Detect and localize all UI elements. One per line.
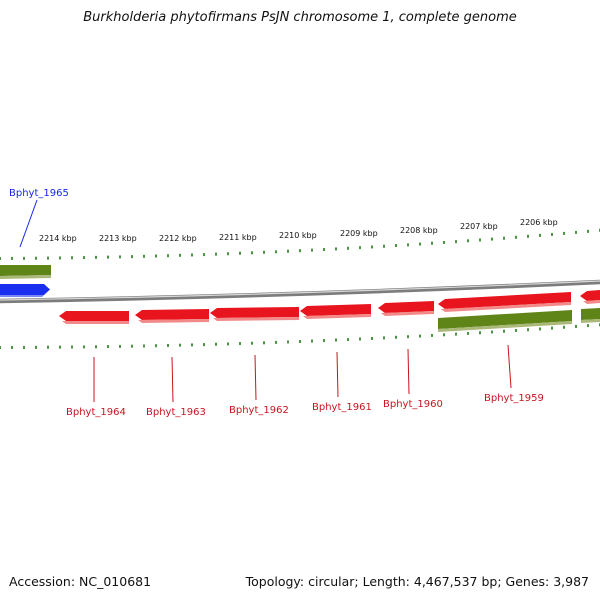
scale-label: 2213 kbp (99, 234, 137, 243)
scale-label: 2209 kbp (340, 229, 378, 238)
scale-ticks-bottom (0, 323, 600, 349)
chromosome-backbone (0, 279, 600, 304)
gene-arrow-bphyt-1963[interactable] (135, 309, 209, 323)
scale-label: 2210 kbp (279, 231, 317, 240)
scale-label: 2214 kbp (39, 234, 77, 243)
gene-arrow-bphyt-1962[interactable] (210, 307, 299, 321)
scale-label: 2211 kbp (219, 233, 257, 242)
gene-label-bphyt-1962[interactable]: Bphyt_1962 (229, 405, 289, 416)
scale-label: 2208 kbp (400, 226, 438, 235)
scale-label: 2206 kbp (520, 218, 558, 227)
gene-label-bphyt-1963[interactable]: Bphyt_1963 (146, 407, 206, 418)
scale-label: 2212 kbp (159, 234, 197, 243)
genome-summary-text: Topology: circular; Length: 4,467,537 bp… (245, 574, 589, 589)
gene-arrow-bphyt-1961[interactable] (300, 304, 371, 319)
feature-right-green[interactable] (438, 308, 600, 332)
gene-label-bphyt-1959[interactable]: Bphyt_1959 (484, 393, 544, 404)
feature-left-green[interactable] (0, 265, 51, 279)
gene-label-bphyt-1964[interactable]: Bphyt_1964 (66, 407, 126, 418)
gene-arrow-bphyt-1965[interactable] (0, 284, 50, 297)
gene-label-bphyt-1961[interactable]: Bphyt_1961 (312, 402, 372, 413)
gene-label-bphyt-1960[interactable]: Bphyt_1960 (383, 399, 443, 410)
scale-ticks-top (0, 228, 600, 260)
map-title: Burkholderia phytofirmans PsJN chromosom… (83, 10, 517, 25)
accession-text: Accession: NC_010681 (9, 574, 152, 589)
gene-arrow-bphyt-1960[interactable] (378, 301, 434, 316)
gene-label-bphyt-1965[interactable]: Bphyt_1965 (9, 188, 69, 199)
gene-arrow-bphyt-1959[interactable] (438, 292, 571, 312)
gene-labels: Bphyt_1965 Bphyt_1964 Bphyt_1963 Bphyt_1… (9, 188, 544, 418)
gene-arrow-partial-right[interactable] (580, 290, 600, 304)
label-leaders (19, 199, 512, 403)
gene-arrow-bphyt-1964[interactable] (59, 311, 129, 324)
scale-label: 2207 kbp (460, 222, 498, 231)
scale-labels: 2214 kbp 2213 kbp 2212 kbp 2211 kbp 2210… (39, 218, 558, 243)
